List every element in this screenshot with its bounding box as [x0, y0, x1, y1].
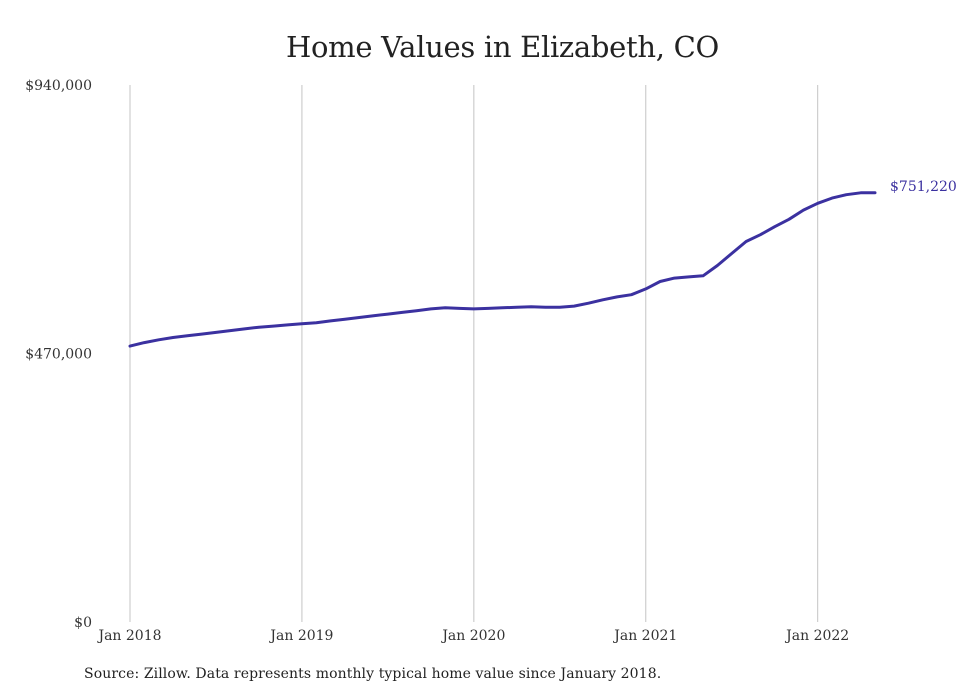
x-tick-label: Jan 2018: [96, 628, 161, 644]
end-labels: $751,220: [890, 179, 957, 195]
grid-lines: [129, 85, 819, 622]
x-tick-label: Jan 2019: [268, 628, 333, 644]
y-axis-ticks: $0 $470,000 $940,000: [25, 78, 92, 631]
end-value-label: $751,220: [890, 179, 957, 195]
chart-title: Home Values in Elizabeth, CO: [286, 30, 719, 64]
y-tick-label: $0: [74, 615, 92, 631]
y-tick-label: $470,000: [25, 347, 92, 363]
series-lines: [128, 191, 877, 348]
x-tick-label: Jan 2022: [784, 628, 849, 644]
x-axis-ticks: Jan 2018 Jan 2019 Jan 2020 Jan 2021 Jan 2022: [96, 628, 849, 644]
y-tick-label: $940,000: [25, 78, 92, 94]
source-note: Source: Zillow. Data represents monthly …: [84, 666, 662, 682]
x-tick-label: Jan 2021: [612, 628, 677, 644]
x-tick-label: Jan 2020: [440, 628, 505, 644]
series-line-0: [128, 191, 877, 348]
